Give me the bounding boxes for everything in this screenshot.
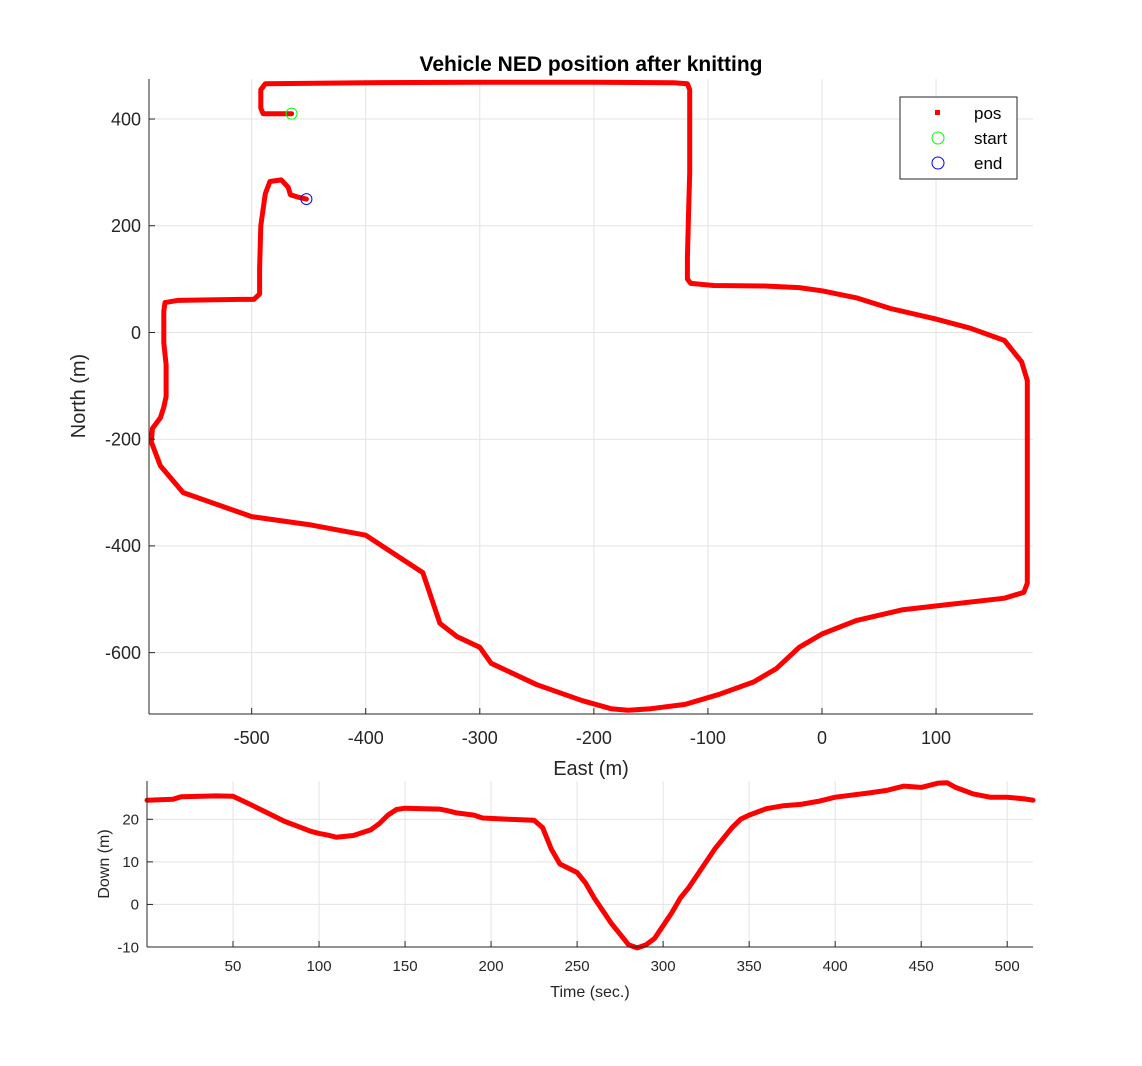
legend: pos start end: [899, 96, 1018, 180]
top-y-tick-label: -600: [105, 643, 141, 663]
bottom-x-tick-label: 350: [737, 958, 762, 975]
top-x-tick-label: -400: [348, 728, 384, 748]
bottom-x-tick-label: 50: [225, 958, 242, 975]
top-marker-end: [300, 193, 313, 206]
bottom-x-tick-label: 200: [479, 958, 504, 975]
down-vs-time-plot: 50 100 150 200 250 300 350 400 450 500 -10 0 10 20 T…: [96, 780, 1036, 1001]
top-y-tick-label: 0: [131, 323, 141, 343]
top-y-tick-label: 400: [111, 109, 141, 129]
top-y-axis-title: North (m): [68, 354, 90, 438]
legend-pos-label: pos: [974, 104, 1001, 123]
top-series-layer: [148, 79, 1030, 713]
top-series-pos: [148, 79, 1030, 713]
bottom-x-tick-label: 400: [823, 958, 848, 975]
legend-start-label: start: [974, 129, 1007, 148]
top-x-tick-label: -100: [690, 728, 726, 748]
bottom-x-tick-label: 150: [393, 958, 418, 975]
bottom-y-tick-label: 10: [122, 854, 139, 871]
bottom-x-tick-label: 500: [995, 958, 1020, 975]
bottom-x-tick-label: 250: [565, 958, 590, 975]
top-y-tick-label: -200: [105, 429, 141, 449]
bottom-x-ticks: 50 100 150 200 250 300 350 400 450 500: [225, 941, 1020, 975]
top-y-ticks: -600 -400 -200 0 200 400: [105, 109, 155, 663]
top-x-tick-label: -300: [462, 728, 498, 748]
top-x-tick-label: 100: [921, 728, 951, 748]
bottom-plot-area: [147, 781, 1033, 947]
legend-start-marker: [931, 131, 945, 145]
bottom-x-tick-label: 300: [651, 958, 676, 975]
bottom-x-tick-label: 100: [307, 958, 332, 975]
legend-end-marker: [931, 156, 945, 170]
top-x-ticks: -500 -400 -300 -200 -100 0 100: [234, 708, 951, 748]
legend-box: [899, 96, 1018, 180]
top-x-tick-label: -500: [234, 728, 270, 748]
bottom-x-axis-title: Time (sec.): [550, 984, 629, 1001]
legend-pos-marker: [935, 110, 940, 115]
ned-position-plot: -500 -400 -300 -200 -100 0 100 -600 -400 -200 0 20…: [68, 53, 1033, 780]
top-x-tick-label: -200: [576, 728, 612, 748]
top-y-tick-label: 200: [111, 216, 141, 236]
legend-end-label: end: [974, 154, 1002, 173]
top-marker-start: [285, 107, 298, 120]
bottom-series-layer: [144, 780, 1036, 951]
top-y-tick-label: -400: [105, 536, 141, 556]
bottom-x-tick-label: 450: [909, 958, 934, 975]
bottom-y-tick-label: 20: [122, 812, 139, 829]
bottom-y-axis-title: Down (m): [96, 829, 113, 898]
bottom-y-ticks: -10 0 10 20: [117, 812, 153, 956]
chart-title: Vehicle NED position after knitting: [419, 53, 762, 76]
bottom-y-tick-label: 0: [131, 897, 139, 914]
top-plot-area: [149, 79, 1033, 714]
bottom-series-pos: [144, 780, 1036, 951]
top-x-tick-label: 0: [817, 728, 827, 748]
top-x-axis-title: East (m): [553, 758, 629, 780]
bottom-y-tick-label: -10: [117, 939, 139, 956]
